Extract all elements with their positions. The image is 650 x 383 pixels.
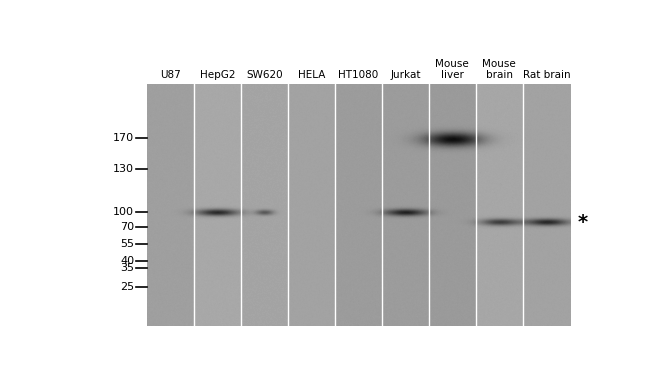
Point: [132, 210, 140, 215]
Text: HELA: HELA: [298, 70, 325, 80]
Text: HepG2: HepG2: [200, 70, 235, 80]
Text: 130: 130: [113, 164, 134, 174]
Point: [143, 210, 151, 215]
Text: SW620: SW620: [246, 70, 283, 80]
Point: [143, 259, 151, 263]
Text: *: *: [577, 213, 588, 232]
Point: [132, 266, 140, 270]
Text: 170: 170: [113, 133, 134, 142]
Point: [143, 135, 151, 140]
Text: 55: 55: [120, 239, 134, 249]
Point: [132, 285, 140, 290]
Point: [132, 167, 140, 171]
Point: [143, 266, 151, 270]
Point: [132, 242, 140, 246]
Text: 35: 35: [120, 263, 134, 273]
Text: Rat brain: Rat brain: [523, 70, 570, 80]
Text: Jurkat: Jurkat: [390, 70, 421, 80]
Text: Mouse
brain: Mouse brain: [482, 59, 516, 80]
Point: [143, 242, 151, 246]
Point: [132, 225, 140, 229]
Point: [143, 225, 151, 229]
Text: 40: 40: [120, 256, 134, 266]
Text: Mouse
liver: Mouse liver: [436, 59, 469, 80]
Point: [132, 135, 140, 140]
Text: HT1080: HT1080: [338, 70, 378, 80]
Text: 100: 100: [113, 208, 134, 218]
Text: 70: 70: [120, 222, 134, 232]
Point: [143, 285, 151, 290]
Point: [132, 259, 140, 263]
Text: 25: 25: [120, 282, 134, 293]
Text: U87: U87: [160, 70, 181, 80]
Point: [143, 167, 151, 171]
